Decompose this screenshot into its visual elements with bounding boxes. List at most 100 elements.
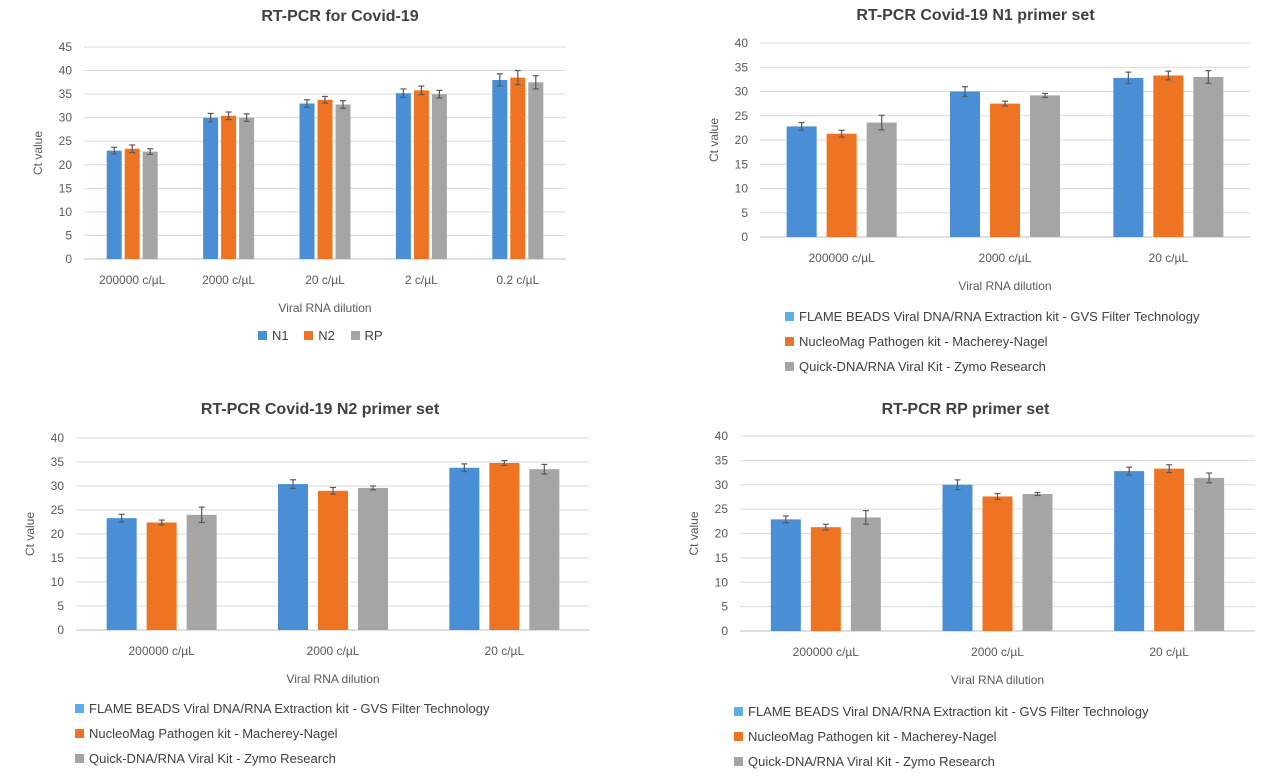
legend-swatch: [734, 707, 743, 716]
x-axis-title: Viral RNA dilution: [278, 301, 371, 315]
bar-quick-dna-rna-viral--2000-c-l: [1030, 95, 1060, 237]
x-tick-label: 0.2 c/µL: [496, 273, 539, 287]
y-tick-label: 25: [51, 503, 65, 517]
legend-label: NucleoMag Pathogen kit - Macherey-Nagel: [799, 334, 1048, 349]
chart-panel-n1-primer: RT-PCR Covid-19 N1 primer set 0 5 10 15 20 25…: [680, 0, 1271, 390]
y-tick-label: 15: [59, 181, 73, 195]
legend-item-quick-dna: Quick-DNA/RNA Viral Kit - Zymo Research: [734, 754, 1149, 769]
legend-item-quick-dna: Quick-DNA/RNA Viral Kit - Zymo Research: [75, 751, 490, 766]
legend-label: Quick-DNA/RNA Viral Kit - Zymo Research: [748, 754, 995, 769]
y-tick-label: 0: [721, 624, 728, 638]
bar-flame-beads-viral-dn-20-c-l: [1114, 471, 1145, 631]
bar-flame-beads-viral-dn-20-c-l: [449, 467, 480, 630]
y-tick-label: 0: [57, 623, 64, 637]
bar-nucleomag-pathogen-k-2000-c-l: [990, 103, 1020, 237]
y-tick-label: 5: [721, 600, 728, 614]
y-tick-label: 15: [715, 551, 729, 565]
y-tick-label: 5: [741, 206, 748, 220]
y-tick-label: 0: [65, 252, 72, 266]
x-tick-label: 20 c/µL: [485, 644, 525, 658]
y-tick-label: 35: [735, 60, 749, 74]
y-tick-label: 45: [59, 40, 73, 54]
bar-flame-beads-viral-dn-2000-c-l: [278, 484, 308, 630]
legend-swatch: [734, 757, 743, 766]
bar-n2-2-c-l: [413, 90, 429, 259]
legend-item-quick-dna: Quick-DNA/RNA Viral Kit - Zymo Research: [785, 359, 1200, 374]
legend-swatch: [304, 331, 314, 340]
y-tick-label: 25: [59, 134, 73, 148]
y-tick-label: 10: [735, 182, 749, 196]
bar-rp-20-c-l: [335, 104, 351, 259]
chart-legend: FLAME BEADS Viral DNA/RNA Extraction kit…: [785, 309, 1200, 384]
x-tick-label: 20 c/µL: [1149, 251, 1189, 265]
chart-title: RT-PCR RP primer set: [881, 401, 1050, 418]
chart-svg: 0 5 10 15 20 25 30 35 40 200000 c/µL 2000 c/µL 20 c…: [687, 429, 1255, 687]
legend-swatch: [734, 732, 743, 741]
legend-item-flame-beads: FLAME BEADS Viral DNA/RNA Extraction kit…: [785, 309, 1200, 324]
x-tick-label: 200000 c/µL: [793, 645, 860, 659]
y-tick-label: 20: [51, 527, 65, 541]
y-tick-label: 15: [735, 157, 749, 171]
legend-item-rp: RP: [350, 328, 383, 343]
y-tick-label: 10: [59, 205, 73, 219]
chart-panel-n2-primer: RT-PCR Covid-19 N2 primer set 0 5 10 15 20 25…: [0, 395, 600, 778]
chart-legend: FLAME BEADS Viral DNA/RNA Extraction kit…: [734, 704, 1149, 779]
chart-legend: N1 N2 RP: [258, 328, 395, 343]
y-tick-label: 5: [57, 599, 64, 613]
y-tick-label: 35: [59, 87, 73, 101]
y-tick-label: 30: [59, 111, 73, 125]
chart-svg: 0 5 10 15 20 25 30 35 40 200000 c/µL 2000 c/µL 20 c…: [23, 431, 590, 686]
bar-n1-0-2-c-l: [492, 79, 508, 259]
y-tick-label: 15: [51, 551, 65, 565]
legend-item-nucleomag: NucleoMag Pathogen kit - Macherey-Nagel: [75, 726, 490, 741]
bar-quick-dna-rna-viral--20-c-l: [1193, 76, 1224, 237]
legend-swatch: [75, 754, 84, 763]
chart-legend: FLAME BEADS Viral DNA/RNA Extraction kit…: [75, 701, 490, 776]
bar-n2-20-c-l: [317, 99, 333, 260]
bar-n2-200000-c-l: [124, 148, 140, 259]
y-axis-title: Ct value: [687, 511, 701, 555]
y-tick-label: 0: [741, 230, 748, 244]
y-tick-label: 30: [715, 478, 729, 492]
legend-item-n1: N1: [258, 328, 289, 343]
y-axis-title: Ct value: [707, 118, 721, 162]
legend-swatch: [350, 331, 360, 340]
y-tick-label: 25: [735, 109, 749, 123]
chart-panel-covid19: RT-PCR for Covid-19 0 5 10 15 20 25 30 35 40 45 20…: [0, 0, 620, 390]
bar-n2-2000-c-l: [221, 115, 237, 259]
y-tick-label: 40: [715, 429, 729, 443]
y-tick-label: 5: [65, 228, 72, 242]
legend-label: FLAME BEADS Viral DNA/RNA Extraction kit…: [748, 704, 1149, 719]
chart-svg: 0 5 10 15 20 25 30 35 40 200000 c/µL 2000 c/µL 20 c…: [707, 36, 1250, 293]
bar-nucleomag-pathogen-k-20-c-l: [1154, 468, 1185, 631]
bar-nucleomag-pathogen-k-200000-c-l: [810, 527, 841, 631]
legend-item-n2: N2: [304, 328, 335, 343]
bar-quick-dna-rna-viral--20-c-l: [1194, 477, 1225, 631]
x-tick-label: 2000 c/µL: [971, 645, 1024, 659]
bar-n1-200000-c-l: [106, 150, 122, 259]
bar-quick-dna-rna-viral--2000-c-l: [358, 487, 388, 630]
y-axis-title: Ct value: [31, 131, 45, 175]
bar-quick-dna-rna-viral--2000-c-l: [1022, 494, 1053, 631]
x-tick-label: 20 c/µL: [1149, 645, 1189, 659]
legend-item-nucleomag: NucleoMag Pathogen kit - Macherey-Nagel: [785, 334, 1200, 349]
legend-label: Quick-DNA/RNA Viral Kit - Zymo Research: [799, 359, 1046, 374]
bar-n1-20-c-l: [299, 103, 315, 260]
bar-n1-2-c-l: [395, 93, 411, 260]
x-tick-label: 200000 c/µL: [99, 273, 166, 287]
y-tick-label: 20: [735, 133, 749, 147]
bar-quick-dna-rna-viral--200000-c-l: [186, 514, 217, 630]
y-tick-label: 40: [51, 431, 65, 445]
bar-rp-0-2-c-l: [528, 82, 544, 259]
y-tick-label: 30: [51, 479, 65, 493]
bar-flame-beads-viral-dn-2000-c-l: [950, 91, 980, 237]
bar-n2-0-2-c-l: [510, 77, 526, 259]
y-axis-title: Ct value: [23, 512, 37, 556]
legend-label: N2: [318, 328, 335, 343]
bar-flame-beads-viral-dn-200000-c-l: [106, 518, 137, 630]
bar-n1-2000-c-l: [203, 117, 219, 260]
bar-flame-beads-viral-dn-20-c-l: [1113, 77, 1144, 237]
legend-item-flame-beads: FLAME BEADS Viral DNA/RNA Extraction kit…: [75, 701, 490, 716]
bar-nucleomag-pathogen-k-200000-c-l: [826, 133, 857, 237]
y-tick-label: 40: [735, 36, 749, 50]
